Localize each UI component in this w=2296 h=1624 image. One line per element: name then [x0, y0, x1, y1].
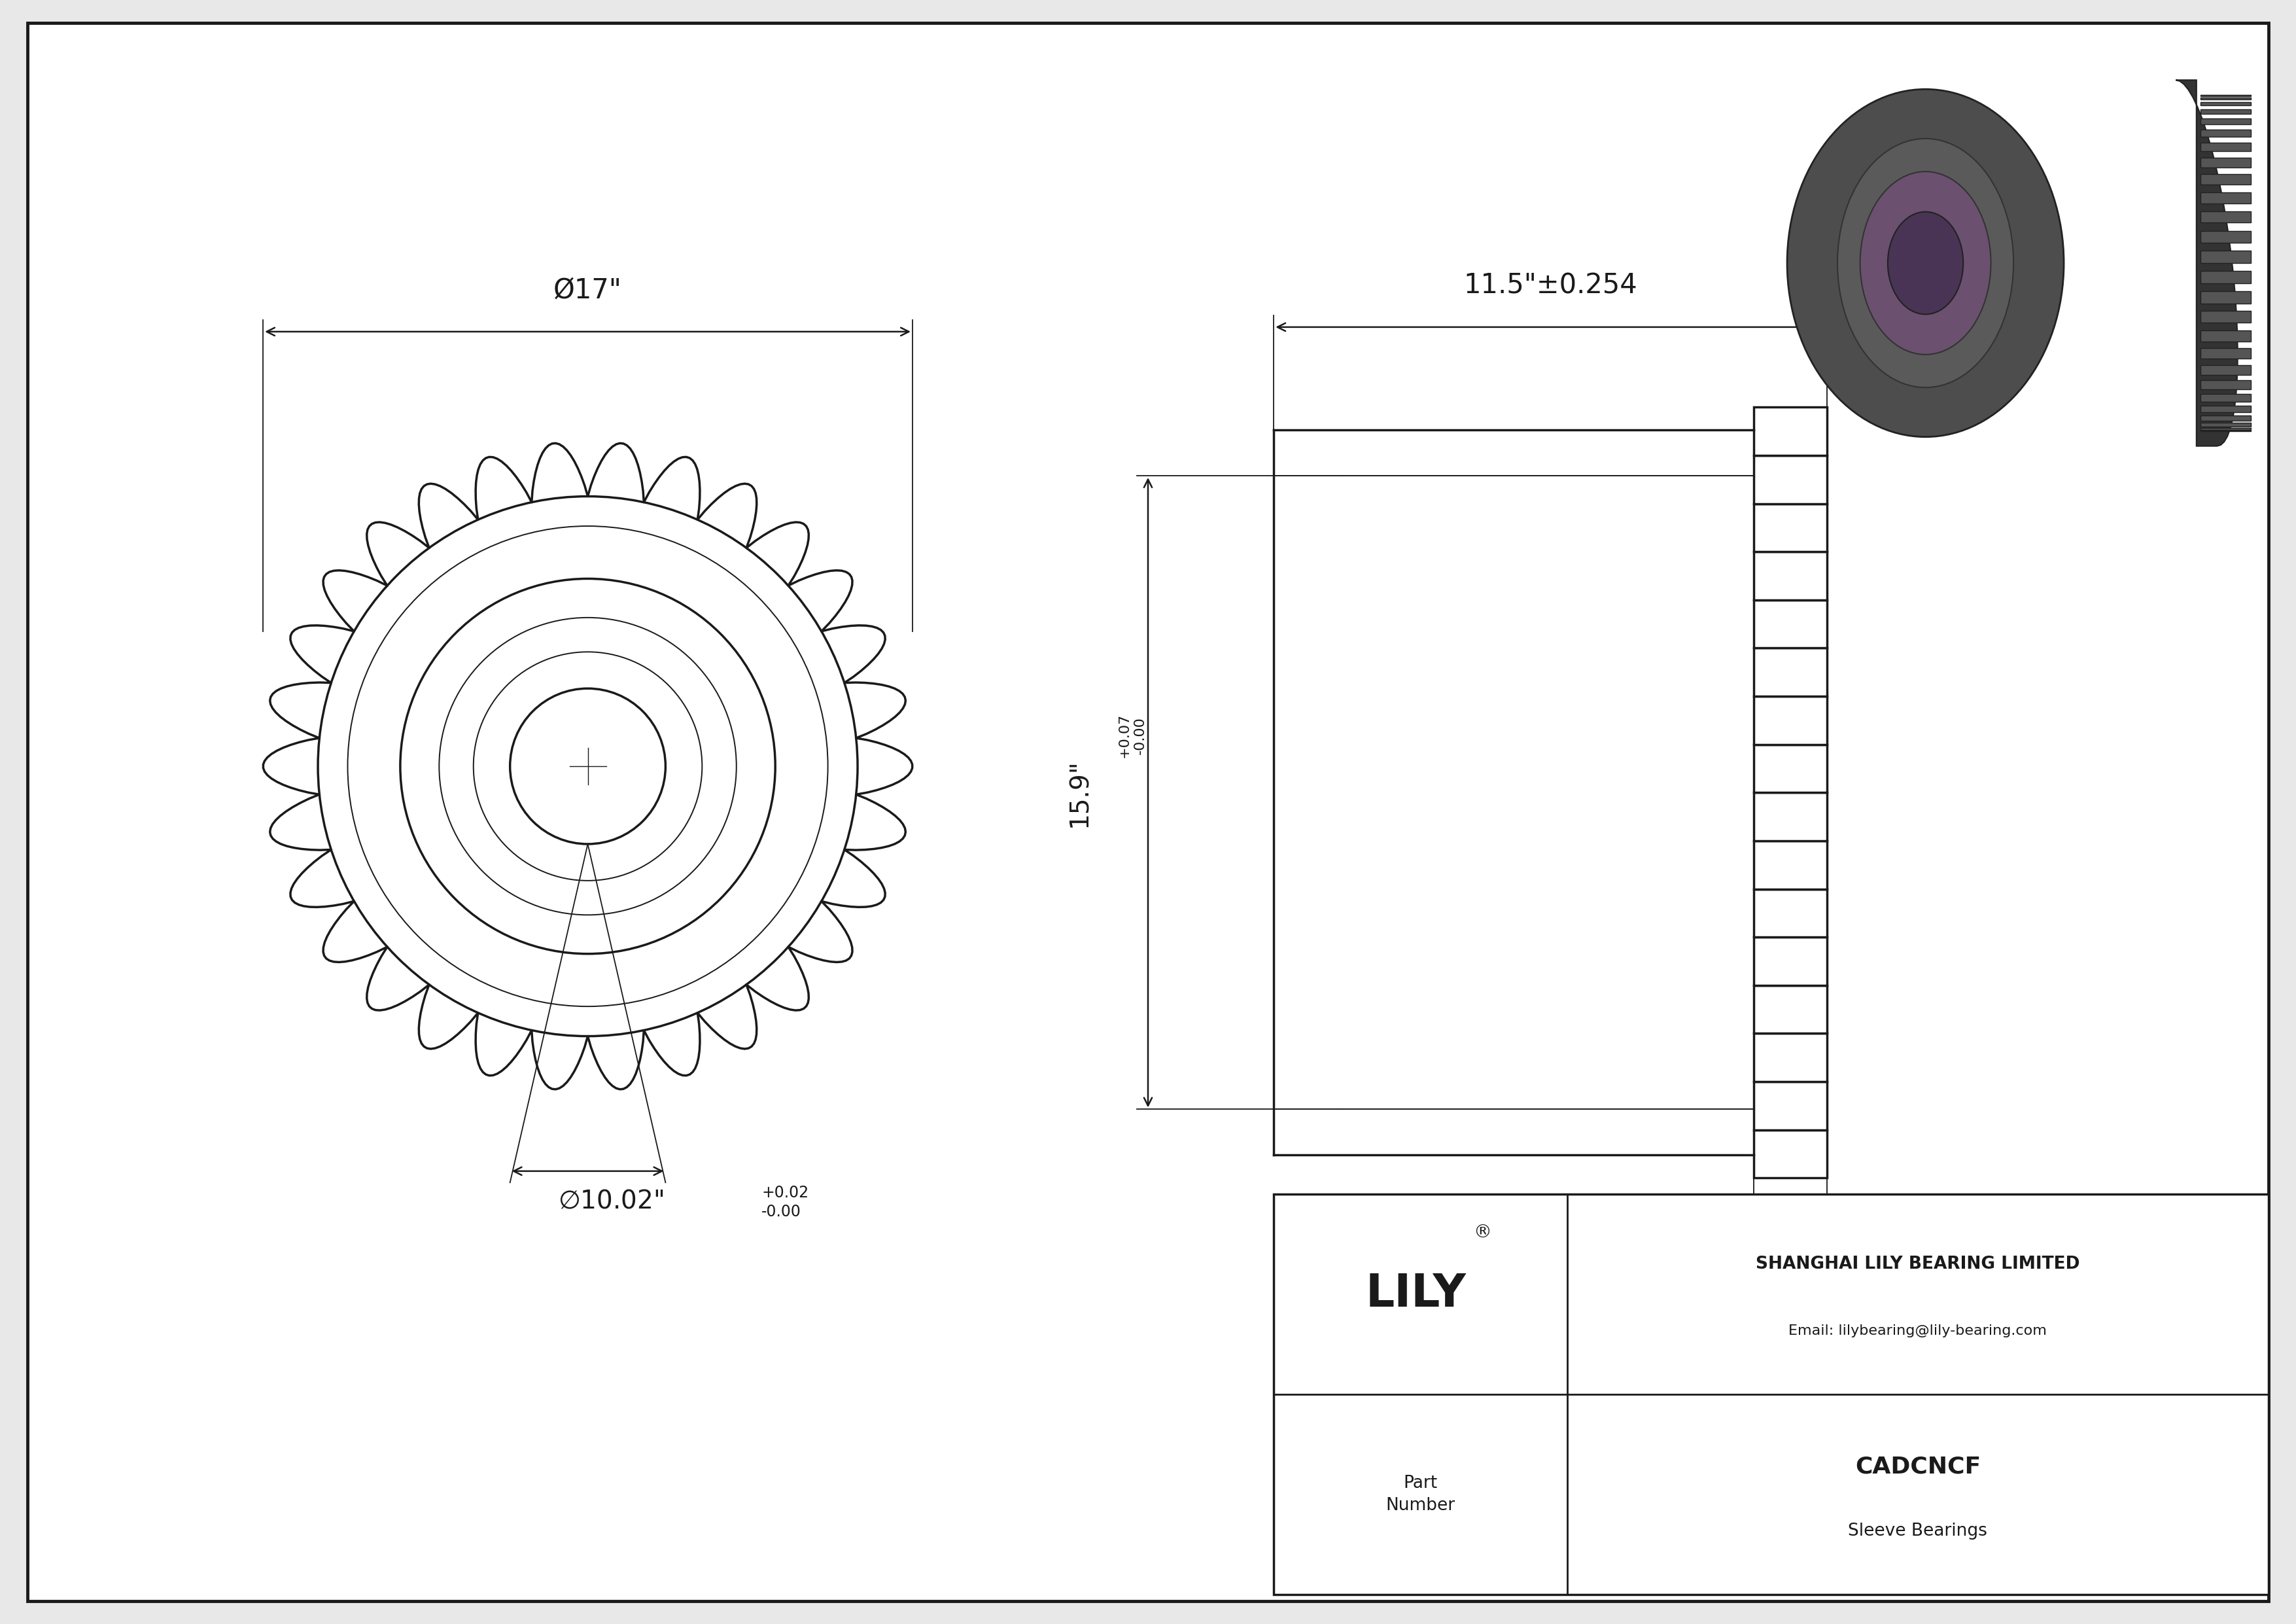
Bar — [1754, 888, 1828, 937]
Bar — [2200, 395, 2250, 401]
Bar — [1754, 1033, 1828, 1082]
Bar — [1754, 408, 1828, 455]
Text: Email: lilybearing@lily-bearing.com: Email: lilybearing@lily-bearing.com — [1789, 1324, 2048, 1337]
Bar — [2200, 416, 2250, 421]
Bar — [1754, 503, 1828, 552]
Bar — [2200, 250, 2250, 263]
Polygon shape — [2177, 80, 2239, 447]
Bar — [2200, 291, 2250, 304]
Bar — [1274, 1194, 2268, 1595]
Bar — [2200, 312, 2250, 323]
Bar — [2200, 231, 2250, 242]
Bar — [2200, 192, 2250, 203]
Text: 11.5"±0.254: 11.5"±0.254 — [1463, 273, 1637, 300]
Bar — [2200, 211, 2250, 222]
Bar — [2200, 109, 2250, 114]
Bar — [2200, 348, 2250, 359]
Text: Sleeve Bearings: Sleeve Bearings — [1848, 1522, 1988, 1540]
Bar — [1754, 793, 1828, 841]
Text: Part
Number: Part Number — [1387, 1475, 1456, 1514]
Ellipse shape — [1860, 172, 1991, 354]
Text: CADCNCF: CADCNCF — [1855, 1455, 1981, 1478]
Text: ®: ® — [1474, 1223, 1492, 1241]
Ellipse shape — [1837, 138, 2014, 388]
Bar — [2200, 102, 2250, 106]
Bar — [2200, 143, 2250, 151]
Bar — [2200, 429, 2250, 430]
Text: +0.02
-0.00: +0.02 -0.00 — [762, 1186, 808, 1220]
Bar — [2200, 119, 2250, 125]
Bar — [2200, 130, 2250, 136]
Bar — [1754, 744, 1828, 793]
Bar — [1754, 697, 1828, 744]
Bar — [2200, 97, 2250, 99]
Bar — [1754, 648, 1828, 697]
Bar — [1754, 841, 1828, 888]
Bar — [1754, 1082, 1828, 1130]
Text: SHANGHAI LILY BEARING LIMITED: SHANGHAI LILY BEARING LIMITED — [1756, 1255, 2080, 1273]
Bar — [1754, 937, 1828, 986]
Bar — [2200, 271, 2250, 283]
Bar — [1754, 455, 1828, 503]
Ellipse shape — [1887, 211, 1963, 315]
Text: +0.07
-0.00: +0.07 -0.00 — [1118, 713, 1146, 758]
Bar — [2200, 422, 2250, 427]
Bar — [2200, 174, 2250, 185]
Text: Ø17": Ø17" — [553, 276, 622, 304]
Text: For 1.5"min
sheet metal thickness: For 1.5"min sheet metal thickness — [1869, 1195, 2069, 1239]
Bar — [1754, 1130, 1828, 1177]
Ellipse shape — [1786, 89, 2064, 437]
Text: 15.9": 15.9" — [1068, 758, 1093, 827]
Text: $\varnothing$10.02": $\varnothing$10.02" — [558, 1189, 664, 1215]
Bar — [1754, 599, 1828, 648]
Bar — [2200, 330, 2250, 341]
Bar — [2200, 365, 2250, 375]
Bar — [1754, 986, 1828, 1033]
Bar — [2200, 158, 2250, 167]
Text: LILY: LILY — [1366, 1272, 1467, 1315]
Bar — [2200, 380, 2250, 390]
Bar — [2200, 406, 2250, 412]
Bar — [1754, 552, 1828, 599]
